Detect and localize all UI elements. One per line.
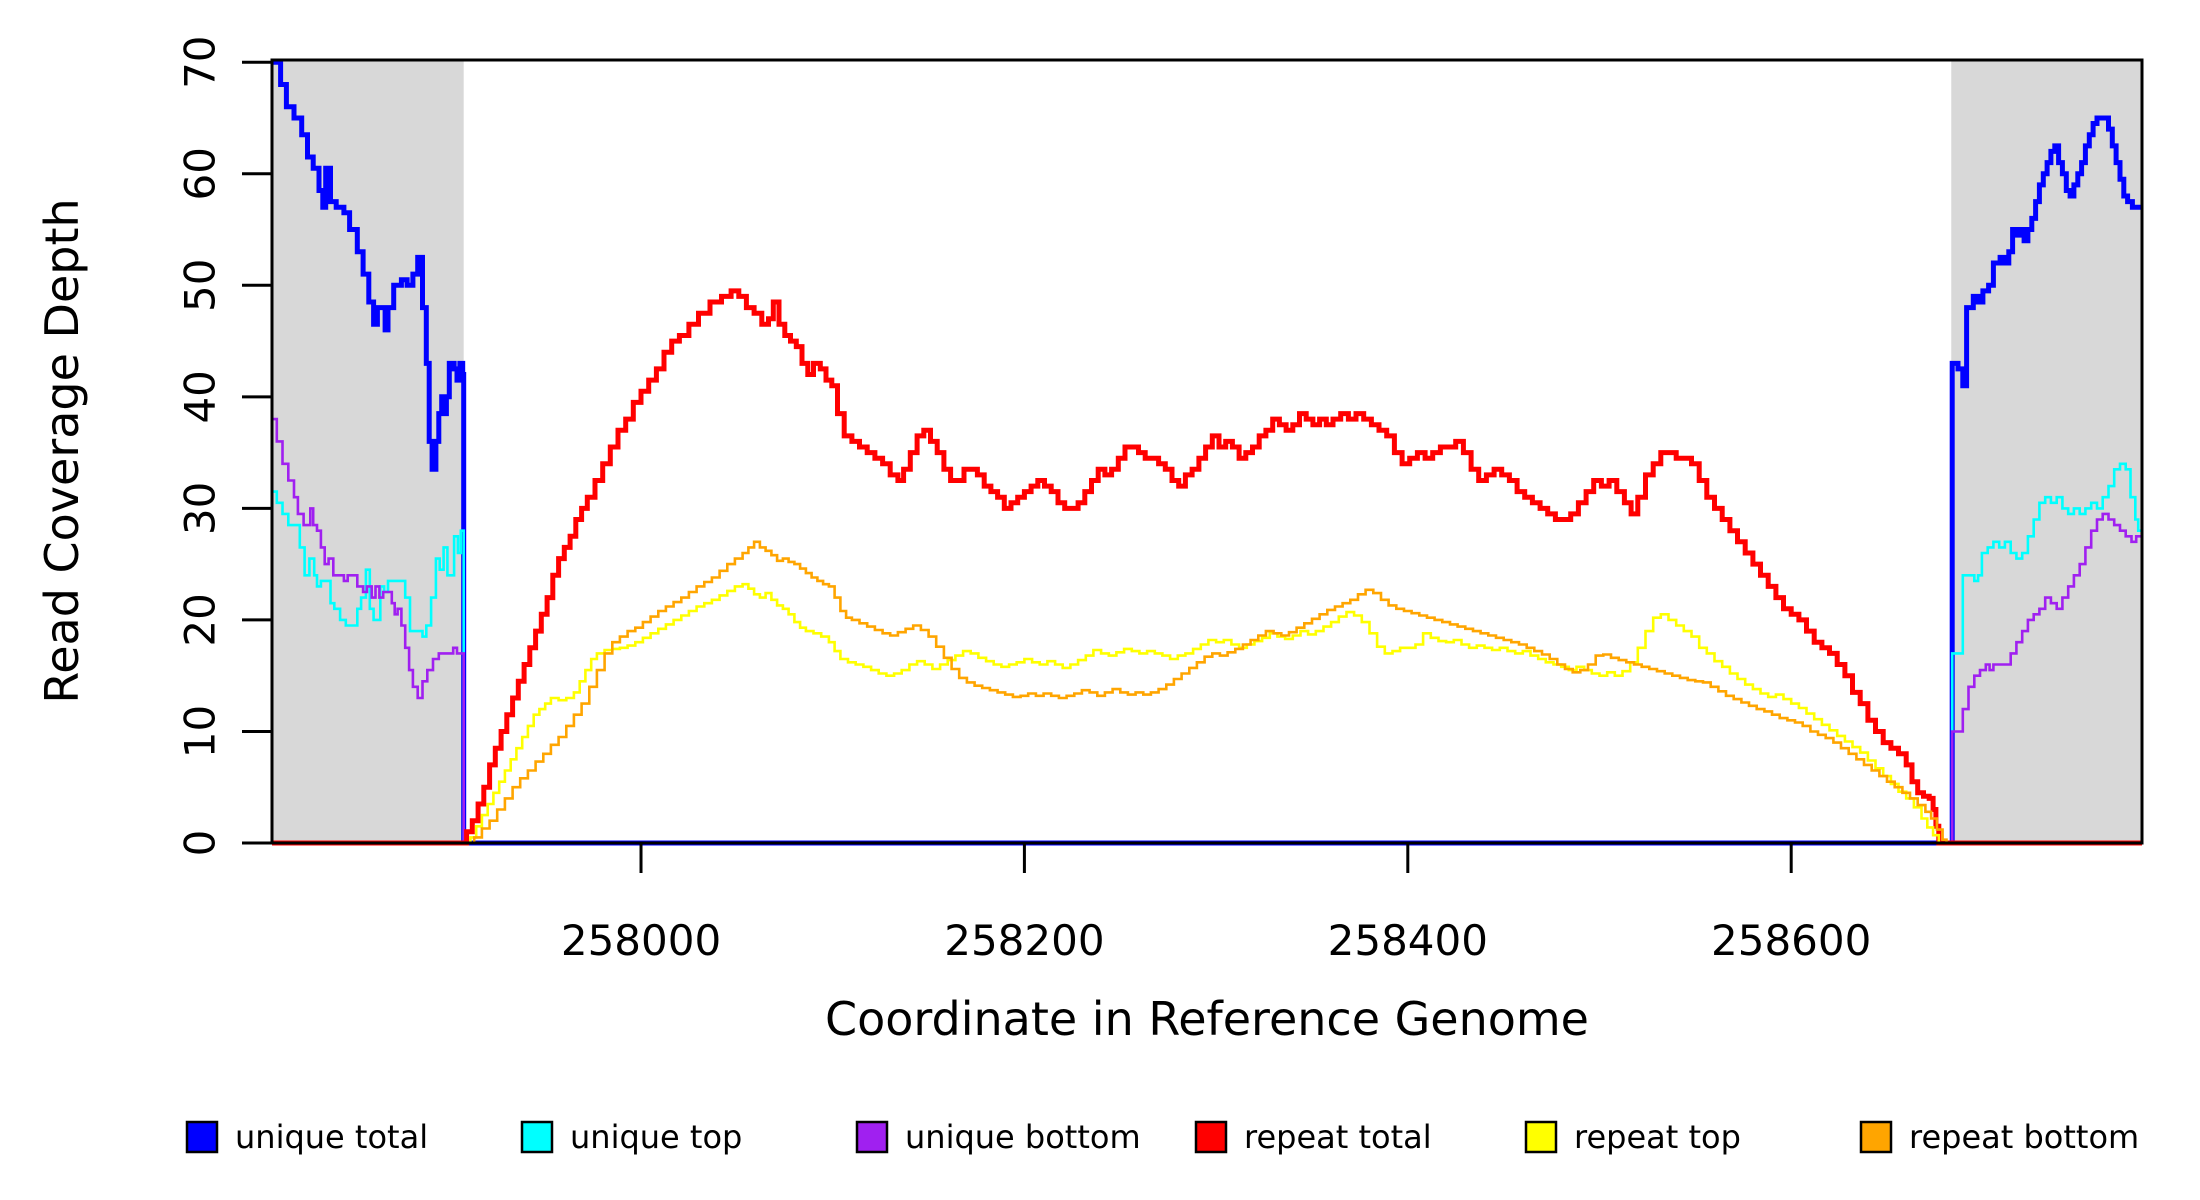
legend-swatch-repeat-top [1524, 1120, 1558, 1154]
legend-item-repeat-total: repeat total [1194, 1118, 1432, 1156]
legend-swatch-repeat-total [1194, 1120, 1228, 1154]
legend-swatch-repeat-bottom [1859, 1120, 1893, 1154]
legend-item-unique-bottom: unique bottom [855, 1118, 1141, 1156]
x-axis-title: Coordinate in Reference Genome [825, 992, 1589, 1046]
series-lines [272, 59, 2142, 846]
y-tick-label: 60 [176, 147, 225, 200]
legend-label: repeat top [1574, 1118, 1741, 1156]
legend-item-repeat-top: repeat top [1524, 1118, 1741, 1156]
legend-item-unique-total: unique total [185, 1118, 428, 1156]
plot-border-box [270, 58, 2144, 845]
series-line-unique-top [272, 462, 2142, 845]
series-line-unique-bottom [272, 417, 2142, 845]
x-tick-label: 258600 [1711, 916, 1871, 965]
legend-label: repeat total [1244, 1118, 1432, 1156]
masked-region-rect [1951, 60, 2142, 843]
legend: unique total unique top unique bottom repea… [185, 1118, 2139, 1156]
legend-swatch-unique-total [185, 1120, 219, 1154]
series-line-repeat-top [272, 582, 2142, 845]
y-tick-label: 20 [176, 593, 225, 646]
y-axis: 0 10 20 30 40 50 60 70 [176, 35, 272, 857]
legend-swatch-unique-bottom [855, 1120, 889, 1154]
y-tick-label: 10 [176, 705, 225, 758]
legend-label: unique bottom [905, 1118, 1141, 1156]
y-axis-title: Read Coverage Depth [35, 198, 89, 703]
legend-label: unique total [235, 1118, 428, 1156]
legend-label: repeat bottom [1909, 1118, 2139, 1156]
y-tick-label: 70 [176, 35, 225, 88]
legend-item-unique-top: unique top [520, 1118, 742, 1156]
series-line-repeat-bottom [272, 540, 2142, 845]
y-tick-label: 40 [176, 370, 225, 423]
x-tick-label: 258400 [1328, 916, 1488, 965]
x-axis: 258000 258200 258400 258600 [561, 843, 1871, 965]
x-tick-label: 258000 [561, 916, 721, 965]
series-line-unique-total [272, 59, 2142, 846]
y-tick-label: 0 [176, 830, 225, 857]
x-tick-label: 258200 [944, 916, 1104, 965]
legend-swatch-unique-top [520, 1120, 554, 1154]
legend-label: unique top [570, 1118, 742, 1156]
y-tick-label: 30 [176, 482, 225, 535]
legend-item-repeat-bottom: repeat bottom [1859, 1118, 2139, 1156]
y-tick-label: 50 [176, 259, 225, 312]
series-line-repeat-total [272, 288, 2142, 846]
